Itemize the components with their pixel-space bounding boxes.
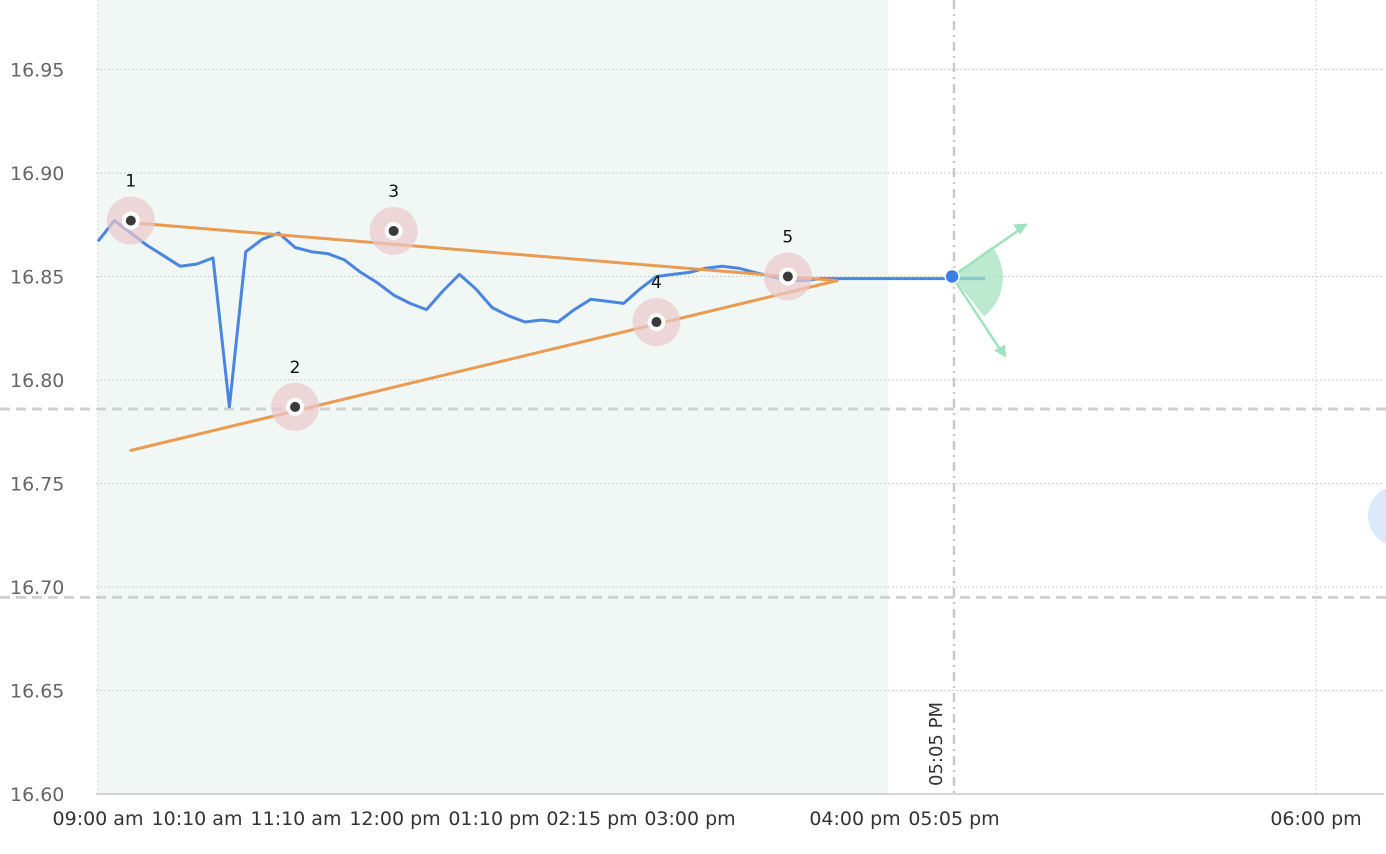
y-tick-label: 16.75 bbox=[10, 474, 64, 496]
marker-label: 1 bbox=[125, 172, 136, 192]
marker-dot bbox=[782, 271, 793, 282]
marker-dot bbox=[125, 215, 136, 226]
y-axis: 16.60 16.65 16.70 16.75 16.80 16.85 16.90 16.95 bbox=[10, 60, 64, 807]
pattern-point-3[interactable]: 3 bbox=[369, 182, 418, 255]
marker-dot bbox=[290, 401, 301, 412]
x-tick-label: 11:10 am bbox=[251, 808, 342, 830]
grid-lines bbox=[96, 0, 1384, 795]
marker-dot bbox=[388, 225, 399, 236]
y-tick-label: 16.70 bbox=[10, 577, 64, 599]
x-tick-label: 03:00 pm bbox=[644, 808, 735, 830]
down-arrow-line bbox=[951, 275, 1004, 354]
current-price-dot[interactable] bbox=[944, 268, 960, 285]
price-series bbox=[96, 219, 985, 409]
x-tick-label: 12:00 pm bbox=[349, 808, 440, 830]
pattern-point-2[interactable]: 2 bbox=[271, 358, 320, 431]
x-tick-label: 04:00 pm bbox=[809, 808, 900, 830]
y-tick-label: 16.85 bbox=[10, 267, 64, 289]
x-tick-label: 10:10 am bbox=[152, 808, 243, 830]
x-tick-label: 02:15 pm bbox=[546, 808, 637, 830]
reference-lines bbox=[0, 407, 1386, 599]
y-tick-label: 16.65 bbox=[10, 681, 64, 703]
up-arrow-icon bbox=[1013, 223, 1029, 235]
x-axis: 09:00 am 10:10 am 11:10 am 12:00 pm 01:10 pm… bbox=[53, 808, 1362, 830]
price-line bbox=[96, 219, 985, 409]
x-tick-label: 09:00 am bbox=[53, 808, 144, 830]
marker-label: 4 bbox=[651, 273, 662, 293]
session-band bbox=[98, 0, 888, 794]
up-arrow-line bbox=[951, 225, 1025, 278]
pattern-point-1[interactable]: 1 bbox=[106, 172, 155, 245]
y-tick-label: 16.60 bbox=[10, 784, 64, 806]
trend-line[interactable] bbox=[129, 221, 839, 283]
marker-label: 5 bbox=[782, 228, 793, 248]
marker-dot bbox=[651, 317, 662, 328]
y-tick-label: 16.80 bbox=[10, 370, 64, 392]
direction-cone bbox=[944, 223, 1029, 358]
y-tick-label: 16.90 bbox=[10, 163, 64, 185]
cone-sector bbox=[952, 246, 1003, 317]
x-tick-label: 01:10 pm bbox=[448, 808, 539, 830]
pattern-point-4[interactable]: 4 bbox=[632, 273, 681, 347]
current-time-label: 05:05 PM bbox=[926, 702, 947, 786]
pattern-markers[interactable]: 1 2 3 4 5 bbox=[106, 172, 812, 431]
down-arrow-icon bbox=[994, 344, 1007, 358]
trend-line[interactable] bbox=[129, 279, 839, 452]
marker-label: 2 bbox=[290, 358, 301, 378]
pattern-point-5[interactable]: 5 bbox=[763, 228, 812, 301]
trend-lines[interactable] bbox=[129, 221, 839, 452]
marker-label: 3 bbox=[388, 182, 399, 202]
y-tick-label: 16.95 bbox=[10, 60, 64, 82]
x-tick-label: 06:00 pm bbox=[1270, 808, 1361, 830]
scroll-handle[interactable] bbox=[1368, 486, 1386, 546]
x-tick-label: 05:05 pm bbox=[908, 808, 999, 830]
